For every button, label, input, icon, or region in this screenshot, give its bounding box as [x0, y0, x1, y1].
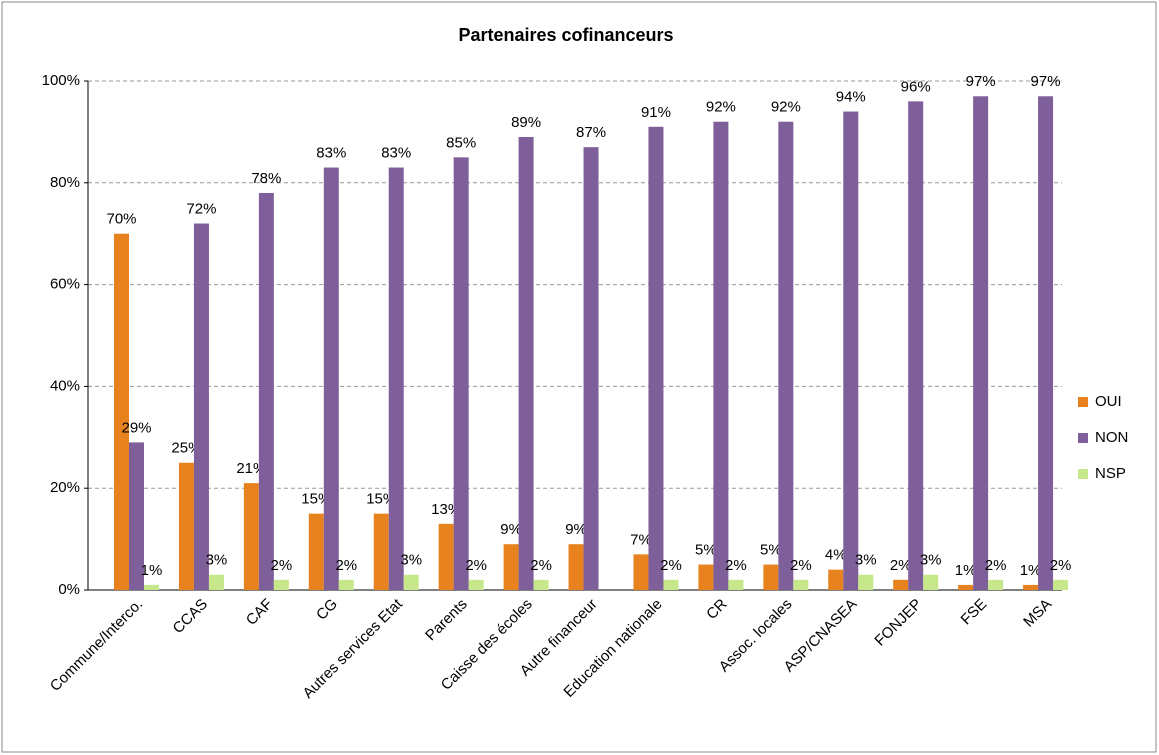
bar: [793, 579, 809, 590]
value-label: 70%: [106, 211, 136, 228]
value-label: 78%: [251, 170, 281, 187]
value-label: 89%: [511, 114, 541, 131]
legend-label: OUI: [1095, 393, 1122, 410]
bar: [193, 223, 209, 590]
bar: [648, 126, 664, 590]
bar: [858, 574, 874, 590]
bar: [973, 96, 989, 591]
bar: [533, 579, 549, 590]
y-tick-label: 100%: [42, 72, 80, 89]
value-label: 3%: [400, 552, 422, 569]
bar: [323, 167, 339, 590]
bar: [144, 584, 159, 590]
value-label: 83%: [381, 144, 411, 161]
legend-swatch: [1078, 397, 1088, 407]
bar: [503, 544, 519, 590]
bar: [438, 523, 454, 590]
value-label: 87%: [576, 124, 606, 141]
bar: [763, 564, 779, 590]
bar: [583, 147, 599, 591]
value-label: 2%: [790, 557, 812, 574]
bar: [208, 574, 224, 590]
y-tick-label: 40%: [50, 377, 80, 394]
y-tick-label: 20%: [50, 479, 80, 496]
bar: [923, 574, 939, 590]
bar: [958, 584, 974, 590]
bar: [338, 579, 354, 590]
y-tick-label: 80%: [50, 174, 80, 191]
value-label: 96%: [901, 78, 931, 95]
bar: [129, 442, 144, 590]
bar: [114, 233, 129, 590]
bar: [178, 462, 194, 590]
value-label: 1%: [955, 562, 977, 579]
value-label: 2%: [890, 557, 912, 574]
value-label: 1%: [141, 562, 163, 579]
value-label: 4%: [825, 547, 847, 564]
bar: [568, 544, 584, 590]
bar: [663, 579, 679, 590]
value-label: 97%: [1031, 73, 1061, 90]
value-label: 94%: [836, 89, 866, 106]
bar: [243, 483, 259, 590]
bar: [373, 513, 389, 590]
bar: [908, 101, 924, 591]
value-label: 72%: [186, 200, 216, 217]
bar: [468, 579, 484, 590]
chart-title: Partenaires cofinanceurs: [458, 25, 673, 45]
bar: [1023, 584, 1039, 590]
bar: [828, 569, 844, 590]
bar: [403, 574, 419, 590]
bar: [388, 167, 404, 590]
value-label: 97%: [966, 73, 996, 90]
value-label: 3%: [206, 552, 228, 569]
value-label: 83%: [316, 144, 346, 161]
bar: [273, 579, 289, 590]
value-label: 1%: [1020, 562, 1042, 579]
bar: [1038, 96, 1054, 591]
bar: [713, 121, 729, 590]
value-label: 7%: [630, 531, 652, 548]
value-label: 9%: [500, 521, 522, 538]
legend-swatch: [1078, 469, 1088, 479]
value-label: 2%: [985, 557, 1007, 574]
value-label: 2%: [1050, 557, 1072, 574]
bar: [698, 564, 714, 590]
bar: [633, 554, 649, 590]
value-label: 2%: [660, 557, 682, 574]
value-label: 92%: [706, 99, 736, 116]
value-label: 3%: [855, 552, 877, 569]
value-label: 2%: [465, 557, 487, 574]
bar: [453, 157, 469, 590]
y-tick-label: 0%: [58, 581, 80, 598]
value-label: 2%: [530, 557, 552, 574]
value-label: 92%: [771, 99, 801, 116]
value-label: 9%: [565, 521, 587, 538]
value-label: 2%: [725, 557, 747, 574]
value-label: 5%: [695, 542, 717, 559]
bar: [518, 136, 534, 591]
bar: [258, 192, 274, 591]
legend-label: NSP: [1095, 465, 1126, 482]
bar: [728, 579, 744, 590]
value-label: 29%: [121, 419, 151, 436]
value-label: 5%: [760, 542, 782, 559]
value-label: 2%: [335, 557, 357, 574]
value-label: 91%: [641, 104, 671, 121]
bar: [308, 513, 324, 590]
value-label: 2%: [271, 557, 293, 574]
legend-swatch: [1078, 433, 1088, 443]
bar: [893, 579, 909, 590]
bar: [1053, 579, 1069, 590]
value-label: 85%: [446, 134, 476, 151]
legend-label: NON: [1095, 429, 1128, 446]
value-label: 3%: [920, 552, 942, 569]
bar: [778, 121, 794, 590]
y-tick-label: 60%: [50, 276, 80, 293]
bar: [988, 579, 1004, 590]
bar: [843, 111, 859, 590]
